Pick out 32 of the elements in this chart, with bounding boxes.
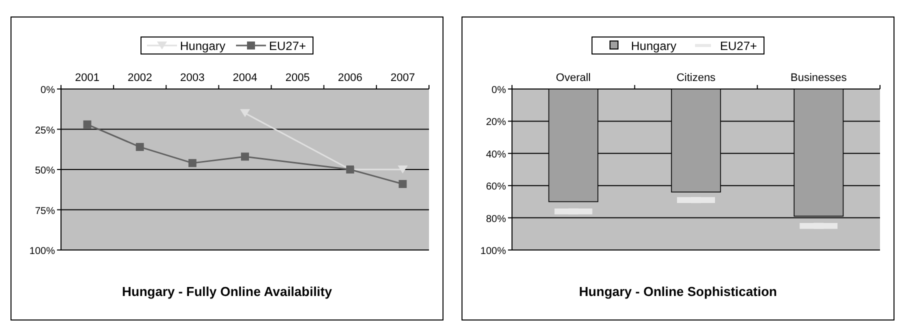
point [241, 152, 249, 161]
y-tick-label: 20% [486, 117, 506, 128]
y-tick-label: 50% [34, 166, 56, 176]
x-tick-label: Businesses [790, 72, 848, 84]
legend-label: Hungary [180, 39, 226, 53]
x-tick-label: Citizens [676, 72, 716, 84]
y-tick-label: 100% [480, 246, 506, 257]
y-tick-label: 75% [34, 206, 56, 217]
x-tick-label: 2002 [128, 72, 152, 84]
x-tick-label: 2003 [180, 72, 205, 84]
text: Hungary - Fully Online Availability [122, 284, 333, 299]
legend-label: EU27+ [720, 39, 758, 53]
x-tick-label: Overall [556, 72, 591, 84]
point [136, 142, 144, 151]
x-tick-label: 2001 [75, 72, 100, 84]
legend-label: Hungary [631, 39, 676, 53]
y-tick-label: 80% [486, 214, 506, 225]
point [188, 159, 196, 168]
y-tick-label: 60% [486, 182, 506, 193]
y-tick-label: 0% [492, 85, 506, 96]
text: Hungary - Online Sophistication [579, 284, 778, 299]
y-tick-label: 25% [34, 125, 56, 136]
y-tick-label: 100% [29, 246, 56, 257]
y-tick-label: 40% [486, 149, 506, 160]
x-tick-label: 2007 [390, 72, 415, 84]
x-tick-label: 2005 [285, 72, 310, 84]
x-tick-label: 2006 [338, 72, 362, 84]
legend-label: EU27+ [269, 39, 306, 53]
point [398, 180, 407, 188]
point [83, 120, 92, 128]
y-tick-label: 0% [40, 85, 56, 96]
x-tick-label: 2004 [232, 72, 258, 84]
